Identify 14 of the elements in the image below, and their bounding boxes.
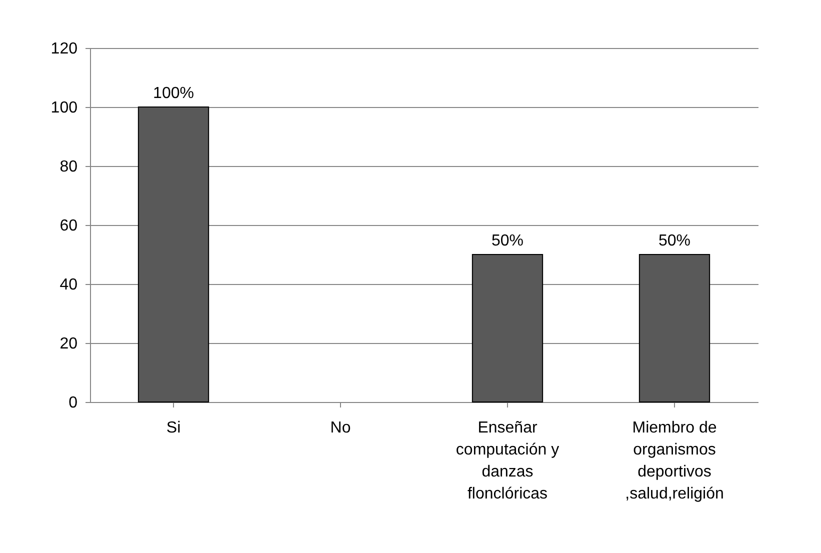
x-tick-label: Enseñar computación y danzas flonclóricas	[456, 420, 560, 502]
y-tick-label: 0	[68, 394, 78, 412]
x-tick-label: No	[330, 420, 351, 436]
y-tick-label: 20	[60, 336, 78, 352]
y-tick-label: 100	[50, 100, 78, 116]
y-tick-label: 80	[60, 158, 78, 176]
y-tick-label: 120	[50, 40, 78, 58]
y-tick-label: 60	[60, 218, 78, 234]
x-tick-label: Miembro de organismos deportivos ,salud,religión	[625, 420, 724, 502]
data-label: 100%	[153, 85, 194, 102]
data-label: 50%	[658, 232, 691, 250]
x-tick-label: Si	[166, 420, 181, 436]
y-tick-label: 40	[60, 276, 78, 294]
data-label: 50%	[491, 232, 524, 250]
